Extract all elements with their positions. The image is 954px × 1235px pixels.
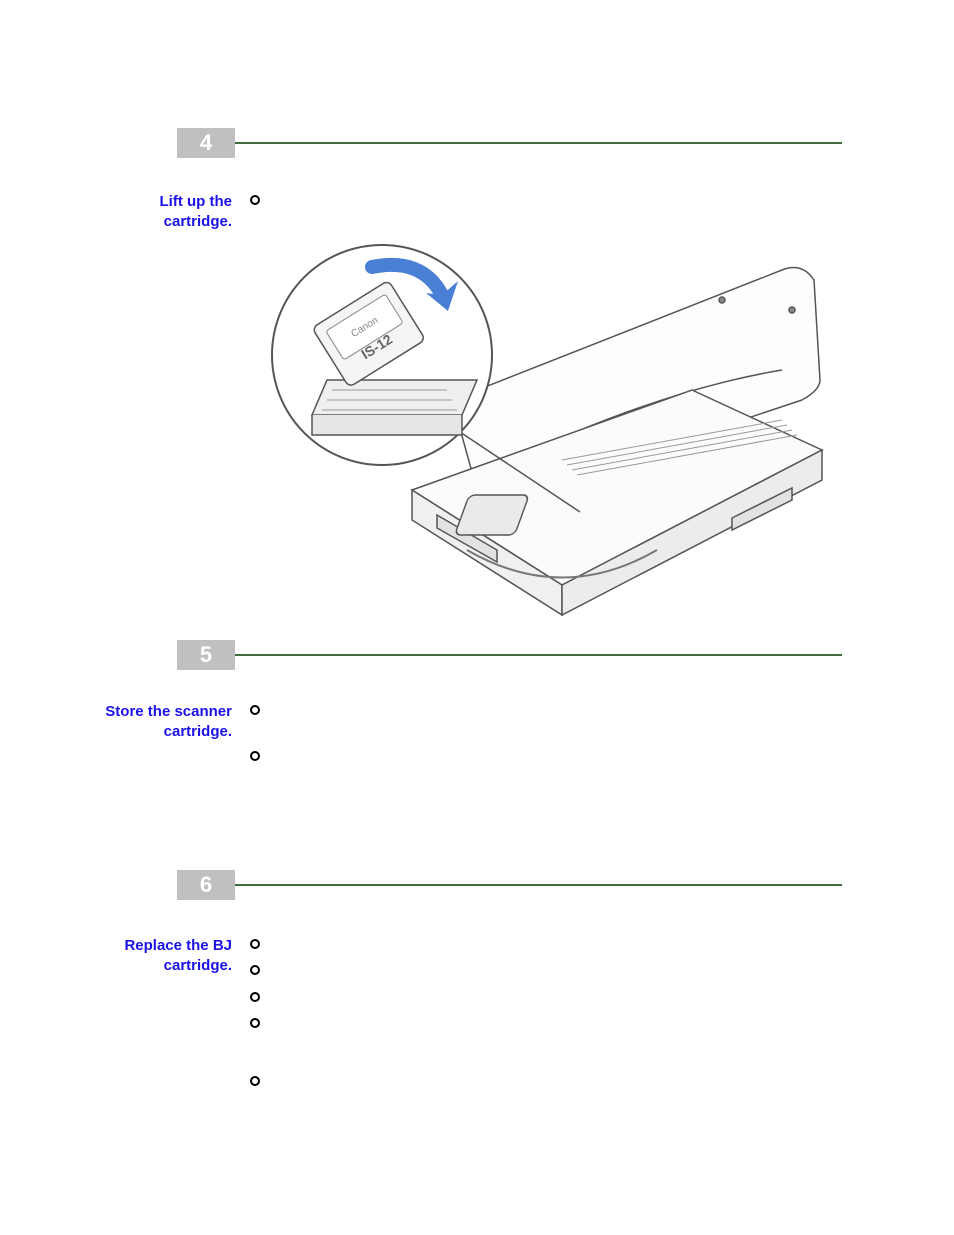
step-number: 4 <box>177 128 235 158</box>
bullet-item: Store the scanner cartridge in the soft … <box>250 702 842 722</box>
step-5-side-label: Store the scannercartridge. <box>32 702 232 743</box>
step-4-figure: Canon IS-12 <box>262 240 830 620</box>
step-4-header: 4 <box>0 128 954 158</box>
bullet-text: Store the scanner cartridge in the soft … <box>276 702 842 722</box>
bullet-text: Always store the scanner cartridge in it… <box>276 748 842 789</box>
printer-illustration: Canon IS-12 <box>262 240 830 620</box>
bullet-item: Take the BJ cartridge out of the BJ cart… <box>250 936 842 956</box>
bullet-marker <box>250 1076 260 1086</box>
bullet-marker <box>250 195 260 205</box>
bullet-marker <box>250 992 260 1002</box>
bullet-item: Press the CARTRIDGE button; the printer … <box>250 1015 842 1056</box>
bullet-marker <box>250 751 260 761</box>
step-rule <box>235 654 842 656</box>
bullet-text: Close the printer cover. <box>276 989 842 1009</box>
step-6-bullets: Take the BJ cartridge out of the BJ cart… <box>250 936 842 1120</box>
step-number: 6 <box>177 870 235 900</box>
step-rule <box>235 884 842 886</box>
step-4-bullets: With the cartridge unit turned to the le… <box>250 192 842 239</box>
step-6-side-label: Replace the BJcartridge. <box>32 936 232 977</box>
bullet-marker <box>250 1018 260 1028</box>
manual-page: 4 Lift up thecartridge. With the cartrid… <box>0 0 954 1235</box>
bullet-item: Close the printer cover. <box>250 989 842 1009</box>
bullet-item: Make sure the POWER light is green and n… <box>250 1073 842 1114</box>
bullet-text: Take the BJ cartridge out of the BJ cart… <box>276 936 842 956</box>
bullet-item: Always store the scanner cartridge in it… <box>250 748 842 789</box>
bullet-text: Insert the BJ cartridge as described pre… <box>276 962 842 982</box>
bullet-item: With the cartridge unit turned to the le… <box>250 192 842 233</box>
bullet-marker <box>250 705 260 715</box>
step-5: 5 <box>0 640 954 670</box>
bullet-text: Make sure the POWER light is green and n… <box>276 1073 842 1114</box>
bullet-marker <box>250 965 260 975</box>
step-5-header: 5 <box>0 640 954 670</box>
bullet-text: With the cartridge unit turned to the le… <box>276 192 842 233</box>
step-5-bullets: Store the scanner cartridge in the soft … <box>250 702 842 795</box>
step-4-side-label: Lift up thecartridge. <box>32 192 232 233</box>
bullet-text: Press the CARTRIDGE button; the printer … <box>276 1015 842 1056</box>
bullet-item: Insert the BJ cartridge as described pre… <box>250 962 842 982</box>
step-rule <box>235 142 842 144</box>
step-6: 6 <box>0 870 954 900</box>
bullet-marker <box>250 939 260 949</box>
step-number: 5 <box>177 640 235 670</box>
step-4: 4 <box>0 128 954 158</box>
step-6-header: 6 <box>0 870 954 900</box>
